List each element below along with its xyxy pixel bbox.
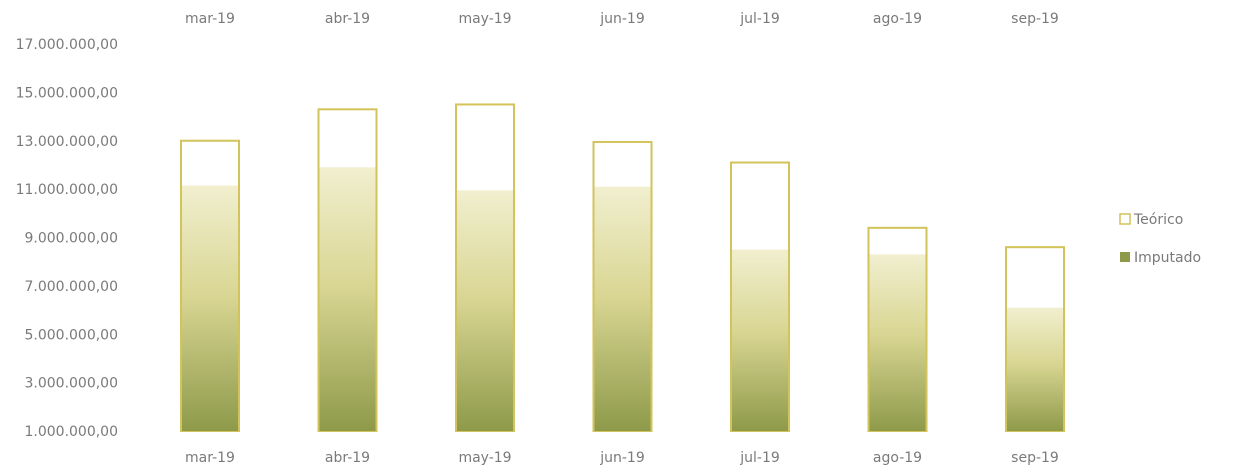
bar-imputado [457, 190, 513, 431]
bottom-category-label: abr-19 [325, 450, 370, 466]
bar-imputado [182, 185, 238, 431]
bar-imputado [732, 249, 788, 431]
top-category-label: sep-19 [1011, 11, 1059, 27]
y-tick-label: 9.000.000,00 [24, 231, 118, 247]
top-category-label: jul-19 [739, 11, 780, 27]
bottom-category-axis: mar-19 abr-19 may-19 jun-19 jul-19 ago-19 sep-… [185, 450, 1059, 466]
bar-imputado [319, 167, 376, 431]
y-tick-label: 7.000.000,00 [24, 279, 118, 295]
y-tick-label: 15.000.000,00 [16, 85, 118, 101]
bottom-category-label: jun-19 [599, 450, 645, 466]
top-category-label: ago-19 [873, 11, 922, 27]
bar-imputado [869, 254, 926, 431]
top-category-label: mar-19 [185, 11, 235, 27]
y-tick-label: 5.000.000,00 [24, 327, 118, 343]
legend-swatch-imputado [1120, 252, 1130, 262]
bottom-category-label: may-19 [458, 450, 511, 466]
legend: Teórico Imputado [1119, 212, 1201, 266]
bottom-category-label: mar-19 [185, 450, 235, 466]
top-category-label: abr-19 [325, 11, 370, 27]
top-category-label: jun-19 [599, 11, 645, 27]
y-tick-label: 13.000.000,00 [16, 134, 118, 150]
y-axis: 17.000.000,00 15.000.000,00 13.000.000,00 1… [16, 37, 118, 440]
legend-label-teorico: Teórico [1133, 212, 1183, 228]
bottom-category-label: jul-19 [739, 450, 780, 466]
legend-label-imputado: Imputado [1134, 250, 1201, 266]
bar-imputado [594, 186, 651, 431]
bottom-category-label: sep-19 [1011, 450, 1059, 466]
y-tick-label: 17.000.000,00 [16, 37, 118, 53]
y-tick-label: 11.000.000,00 [16, 182, 118, 198]
top-category-axis: mar-19 abr-19 may-19 jun-19 jul-19 ago-19 sep-… [185, 11, 1059, 27]
y-tick-label: 1.000.000,00 [24, 424, 118, 440]
y-tick-label: 3.000.000,00 [24, 376, 118, 392]
top-category-label: may-19 [458, 11, 511, 27]
bars [180, 103, 1065, 433]
legend-swatch-teorico [1119, 213, 1131, 225]
bottom-category-label: ago-19 [873, 450, 922, 466]
bar-imputado [1007, 307, 1063, 431]
